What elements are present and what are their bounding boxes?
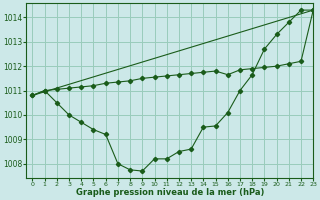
X-axis label: Graphe pression niveau de la mer (hPa): Graphe pression niveau de la mer (hPa): [76, 188, 264, 197]
